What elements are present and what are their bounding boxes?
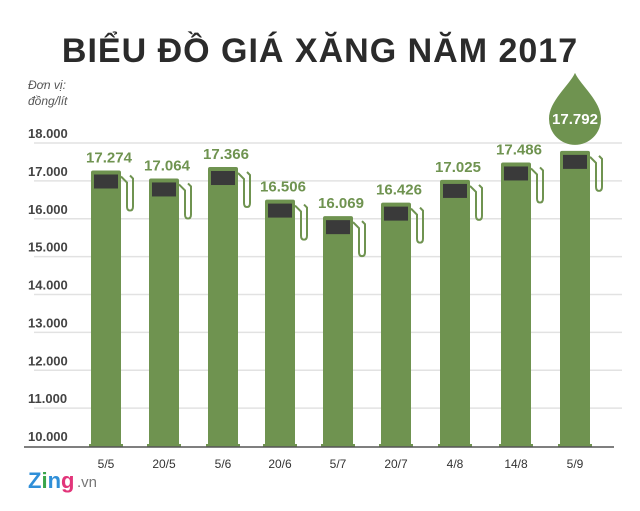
bar [208, 167, 238, 447]
value-label: 17.486 [496, 141, 542, 158]
pump-nozzle-icon [237, 171, 251, 209]
bar [440, 179, 470, 447]
pump-screen [152, 182, 176, 197]
pump-nozzle-icon [178, 182, 192, 220]
bar [501, 162, 531, 447]
pump-screen [268, 203, 292, 218]
y-tick-label: 14.000 [28, 278, 68, 293]
bar [381, 202, 411, 447]
value-label: 17.366 [203, 146, 249, 163]
value-label: 16.069 [318, 195, 364, 212]
x-tick-label: 20/6 [268, 457, 292, 471]
value-label-highlight: 17.792 [552, 111, 598, 128]
y-tick-label: 18.000 [28, 126, 68, 141]
y-tick-label: 10.000 [28, 429, 68, 444]
y-tick-label: 11.000 [28, 391, 67, 406]
pump-screen [94, 174, 118, 189]
y-tick-label: 16.000 [28, 202, 68, 217]
pump-screen [211, 171, 235, 186]
value-label: 17.025 [435, 159, 481, 176]
bar [149, 178, 179, 448]
bar-base [438, 444, 472, 447]
x-tick-label: 4/8 [447, 457, 464, 471]
pump-screen [326, 220, 350, 235]
logo-suffix: .vn [77, 474, 97, 491]
value-label: 17.274 [86, 149, 133, 166]
bar-14/8: 17.486 14/8 [496, 141, 544, 471]
pump-nozzle-icon [410, 206, 424, 244]
bar-base [89, 444, 123, 447]
x-tick-label: 20/7 [384, 457, 408, 471]
bar-base [379, 444, 413, 447]
bar-base [558, 444, 592, 447]
bar-5/5: 17.274 5/5 [86, 149, 134, 471]
bar-4/8: 17.025 4/8 [435, 159, 483, 471]
bar-5/7: 16.069 5/7 [318, 195, 366, 471]
bar-base [263, 444, 297, 447]
pump-screen [563, 154, 587, 169]
bar [91, 170, 121, 447]
pump-nozzle-icon [120, 174, 134, 212]
bar-5/6: 17.366 5/6 [203, 146, 251, 471]
bar-base [499, 444, 533, 447]
pump-screen [443, 183, 467, 198]
pump-nozzle-icon [530, 166, 544, 204]
pump-nozzle-icon [352, 220, 366, 258]
unit-label-line2: đồng/lít [28, 94, 68, 108]
pump-screen [384, 206, 408, 221]
chart-title: BIỂU ĐỒ GIÁ XĂNG NĂM 2017 [62, 32, 578, 70]
x-tick-label: 14/8 [504, 457, 528, 471]
svg-text:Zing: Zing [28, 468, 74, 493]
y-tick-label: 17.000 [28, 164, 68, 179]
value-label: 16.506 [260, 179, 306, 196]
bar-base [147, 444, 181, 447]
x-tick-label: 5/7 [330, 457, 347, 471]
y-tick-label: 13.000 [28, 315, 68, 330]
bar-base [206, 444, 240, 447]
y-tick-label: 12.000 [28, 353, 68, 368]
zing-logo: Zing .vn [28, 468, 97, 493]
bar-20/5: 17.064 20/5 [144, 157, 192, 471]
value-label: 16.426 [376, 182, 422, 199]
bar-20/7: 16.426 20/7 [376, 182, 424, 471]
pump-screen [504, 166, 528, 181]
x-tick-label: 20/5 [152, 457, 176, 471]
y-tick-label: 15.000 [28, 240, 68, 255]
unit-label-line1: Đơn vị: [28, 78, 66, 92]
bar-5/9: 5/9 17.792 [549, 72, 603, 471]
bar-base [321, 444, 355, 447]
pump-nozzle-icon [589, 155, 603, 192]
x-tick-label: 5/6 [215, 457, 232, 471]
bar [265, 199, 295, 447]
bar [323, 216, 353, 447]
bar-20/6: 16.506 20/6 [260, 179, 308, 471]
pump-nozzle-icon [469, 184, 483, 221]
pump-nozzle-icon [294, 203, 308, 241]
x-tick-label: 5/9 [567, 457, 584, 471]
drop-highlight-icon [549, 72, 601, 145]
value-label: 17.064 [144, 157, 191, 174]
bar [560, 150, 590, 448]
x-tick-label: 5/5 [98, 457, 115, 471]
